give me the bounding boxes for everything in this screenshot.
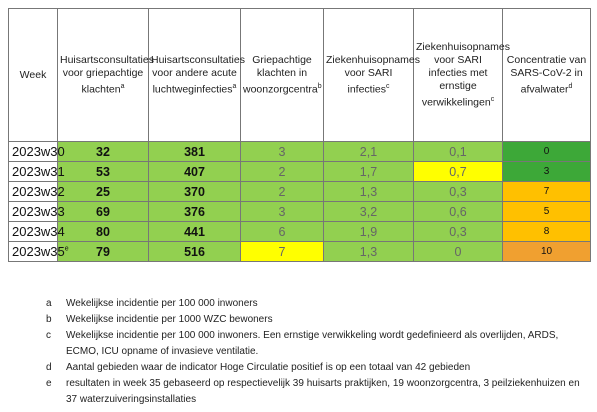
week-cell: 2023w34 [8,221,65,242]
header-text: Week [19,68,47,81]
value-cell: 1,3 [323,181,414,202]
value-cell: 25 [57,181,149,202]
data-table: Week Huisartsconsultaties voor griepachti… [8,8,591,262]
week: 2023w30 [12,144,65,159]
week: 2023w34 [12,224,65,239]
value-cell: 80 [57,221,149,242]
value-cell: 376 [148,201,241,222]
footnote-letter: c [46,330,51,341]
header-text: Huisartsconsultaties voor griepachtige k… [60,53,154,96]
value-cell: 2 [240,161,324,182]
header-text: Huisartsconsultaties voor andere acute l… [151,53,245,96]
week: 2023w32 [12,184,65,199]
header-note: c [490,95,495,103]
column-header: Ziekenhuisopnames voor SARI infecties me… [413,8,510,142]
header-note: a [232,82,237,90]
value-cell: 2 [240,181,324,202]
table-body: 2023w30 32 381 3 2,1 0,1 0 2023w31 53 407 2 1,7 0,7 3… [8,141,591,262]
value-cell: 381 [148,141,241,162]
footnotes: a Wekelijkse incidentie per 100 000 inwon… [46,296,586,408]
table-row: 2023w30 32 381 3 2,1 0,1 0 [8,141,591,162]
table-row: 2023w32 25 370 2 1,3 0,3 7 [8,181,591,202]
footnote-text: Aantal gebieden waar de indicator Hoge C… [66,362,471,373]
week-note: e [64,245,69,253]
footnote-letter: e [46,378,52,389]
header-text: Ziekenhuisopnames voor SARI infecties me… [416,40,510,109]
footnote-letter: b [46,314,52,325]
value-cell: 516 [148,241,241,262]
value-cell: 1,3 [323,241,414,262]
week-cell: 2023w31 [8,161,65,182]
value-cell: 0,3 [413,221,503,242]
value-cell: 5 [502,201,591,222]
footnote-text: Wekelijkse incidentie per 100 000 inwone… [66,330,559,357]
value-cell: 0,6 [413,201,503,222]
value-cell: 3 [502,161,591,182]
value-cell: 0,1 [413,141,503,162]
week-cell: 2023w35e [8,241,69,262]
week: 2023w33 [12,204,65,219]
value-cell: 370 [148,181,241,202]
value-cell: 0 [413,241,503,262]
header-text: Ziekenhuisopnames voor SARI infecties [326,53,420,96]
footnote: e resultaten in week 35 gebaseerd op resp… [46,376,586,408]
header-row: Week Huisartsconsultaties voor griepachti… [8,8,591,142]
column-header: Huisartsconsultaties voor andere acute l… [148,8,245,142]
value-cell: 3 [240,141,324,162]
value-cell: 1,7 [323,161,414,182]
column-header: Huisartsconsultaties voor griepachtige k… [57,8,154,142]
column-header: Week [8,8,58,142]
header-note: c [386,82,390,90]
column-header: Ziekenhuisopnames voor SARI infectiesc [323,8,420,142]
week-cell: 2023w30 [8,141,65,162]
header-text: Griepachtige klachten in woonzorgcentra [243,53,318,96]
footnote: c Wekelijkse incidentie per 100 000 inwon… [46,328,586,360]
value-cell: 3 [240,201,324,222]
header-note: a [120,82,125,90]
value-cell: 0 [502,141,591,162]
column-header: Griepachtige klachten in woonzorgcentrab [240,8,324,142]
value-cell: 69 [57,201,149,222]
value-cell: 0,7 [413,161,503,182]
value-cell: 0,3 [413,181,503,202]
value-cell: 3,2 [323,201,414,222]
footnote-letter: d [46,362,52,373]
value-cell: 8 [502,221,591,242]
footnote: a Wekelijkse incidentie per 100 000 inwon… [46,296,586,312]
value-cell: 79 [57,241,149,262]
value-cell: 7 [240,241,324,262]
column-header: Concentratie van SARS-CoV-2 in afvalwate… [502,8,591,142]
value-cell: 2,1 [323,141,414,162]
table-row: 2023w34 80 441 6 1,9 0,3 8 [8,221,591,242]
header-note: d [568,82,573,90]
value-cell: 7 [502,181,591,202]
value-cell: 407 [148,161,241,182]
table-row: 2023w33 69 376 3 3,2 0,6 5 [8,201,591,222]
week: 2023w35 [12,244,65,259]
footnote-text: Wekelijkse incidentie per 1000 WZC bewon… [66,314,273,325]
week-cell: 2023w32 [8,181,65,202]
table-row: 2023w31 53 407 2 1,7 0,7 3 [8,161,591,182]
value-cell: 441 [148,221,241,242]
week-cell: 2023w33 [8,201,65,222]
value-cell: 6 [240,221,324,242]
footnote: b Wekelijkse incidentie per 1000 WZC bewo… [46,312,586,328]
footnote: d Aantal gebieden waar de indicator Hoge … [46,360,586,376]
table-row: 2023w35e 79 516 7 1,3 0 10 [8,241,591,262]
footnote-letter: a [46,298,52,309]
value-cell: 10 [502,241,591,262]
header-note: b [317,82,322,90]
value-cell: 32 [57,141,149,162]
footnote-text: resultaten in week 35 gebaseerd op respe… [66,378,580,405]
value-cell: 53 [57,161,149,182]
header-text: Concentratie van SARS-CoV-2 in afvalwate… [506,53,587,96]
week: 2023w31 [12,164,65,179]
value-cell: 1,9 [323,221,414,242]
footnote-text: Wekelijkse incidentie per 100 000 inwone… [66,298,258,309]
